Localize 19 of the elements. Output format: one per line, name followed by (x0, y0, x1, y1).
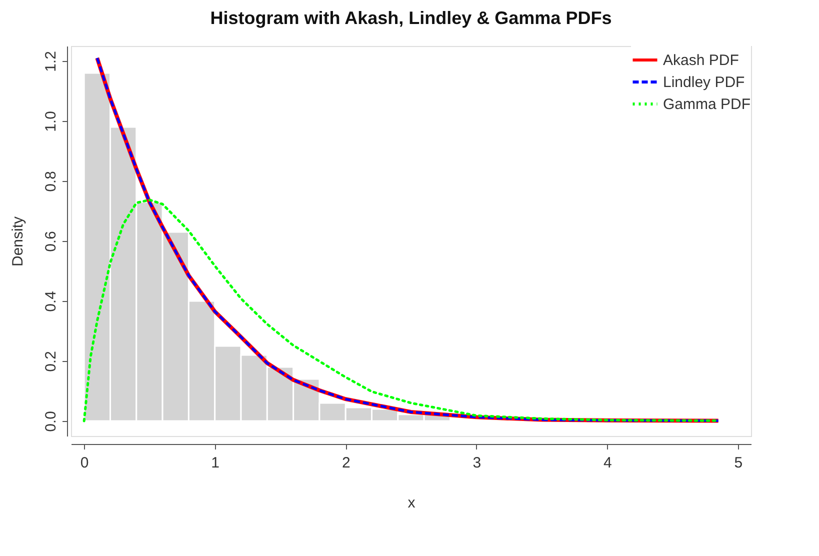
x-tick-label: 3 (472, 454, 482, 472)
x-tick-label: 0 (80, 454, 89, 472)
y-tick-label: 0.8 (42, 171, 60, 192)
chart-title: Histogram with Akash, Lindley & Gamma PDFs (210, 8, 612, 28)
x-axis-title: x (408, 494, 416, 512)
x-tick-label: 1 (211, 454, 220, 472)
y-tick-label: 0.2 (42, 351, 60, 372)
x-tick-label: 4 (603, 454, 612, 472)
y-tick-label: 0.0 (42, 411, 60, 432)
y-axis-title: Density (10, 216, 26, 267)
y-tick-label: 1.2 (42, 51, 60, 72)
y-tick-label: 0.6 (42, 231, 60, 252)
y-tick-label: 0.4 (42, 291, 60, 312)
legend-label: Gamma PDF (663, 96, 751, 113)
legend-label: Lindley PDF (663, 74, 745, 91)
legend-label: Akash PDF (663, 52, 739, 69)
x-tick-label: 2 (342, 454, 350, 472)
y-tick-label: 1.0 (42, 111, 60, 132)
x-tick-label: 5 (734, 454, 743, 472)
